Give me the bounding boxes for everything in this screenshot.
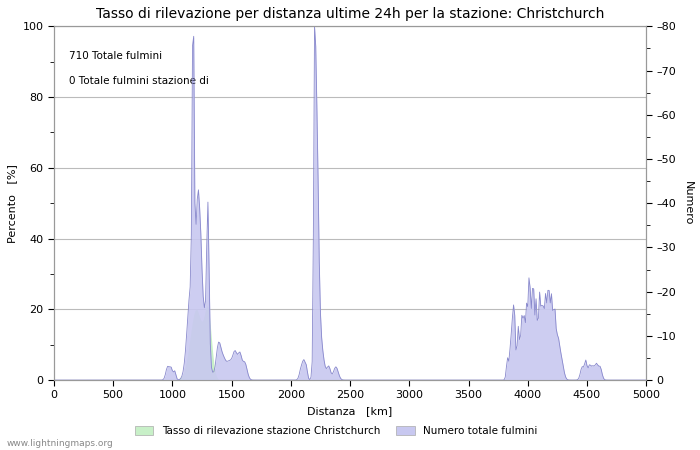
Legend: Tasso di rilevazione stazione Christchurch, Numero totale fulmini: Tasso di rilevazione stazione Christchur… [131, 422, 541, 440]
Y-axis label: Percento   [%]: Percento [%] [7, 164, 17, 243]
X-axis label: Distanza   [km]: Distanza [km] [307, 406, 393, 416]
Text: 0 Totale fulmini stazione di: 0 Totale fulmini stazione di [69, 76, 209, 86]
Text: 710 Totale fulmini: 710 Totale fulmini [69, 51, 162, 61]
Y-axis label: Numero: Numero [683, 181, 693, 225]
Title: Tasso di rilevazione per distanza ultime 24h per la stazione: Christchurch: Tasso di rilevazione per distanza ultime… [96, 7, 604, 21]
Text: www.lightningmaps.org: www.lightningmaps.org [7, 439, 113, 448]
